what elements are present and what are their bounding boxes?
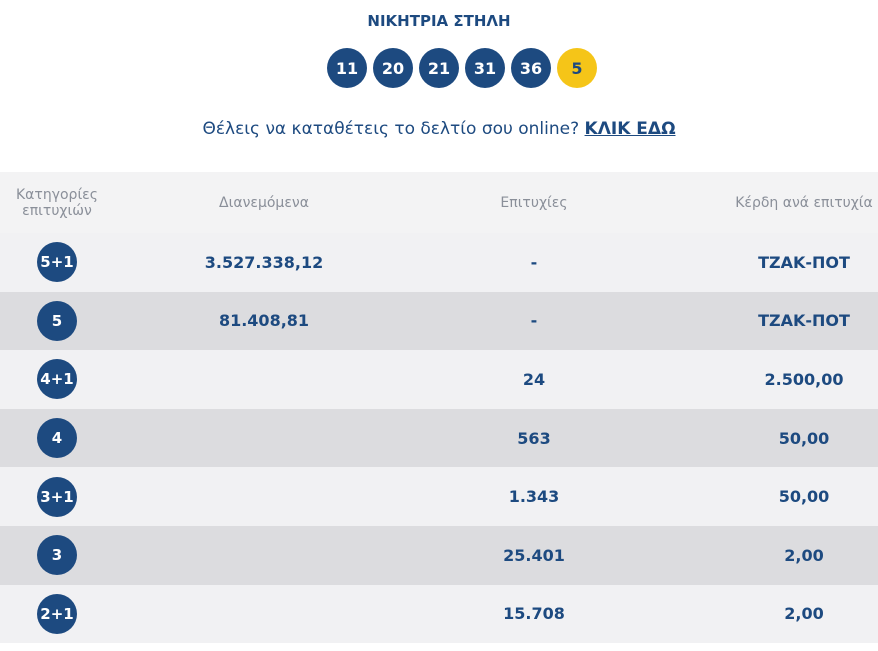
distributed: 81.408,81 bbox=[218, 311, 310, 331]
number-ball: 11 bbox=[327, 48, 367, 88]
column-header: Κέρδη ανά επιτυχία bbox=[735, 194, 873, 211]
category-badge: 4+1 bbox=[37, 359, 77, 400]
category-cell: 4+1 bbox=[37, 350, 77, 409]
category-badge: 5 bbox=[37, 300, 77, 341]
category-badge: 2+1 bbox=[37, 593, 77, 634]
table-row: 4+1 24 2.500,00 bbox=[0, 350, 878, 409]
category-cell: 4 bbox=[37, 409, 77, 468]
category-cell: 5+1 bbox=[37, 233, 77, 292]
category-cell: 5 bbox=[37, 292, 77, 351]
category-cell: 3 bbox=[37, 526, 77, 585]
prize: ΤΖΑΚ-ΠΟΤ bbox=[758, 311, 850, 331]
table-row: 3+1 1.343 50,00 bbox=[0, 467, 878, 526]
prize: 50,00 bbox=[778, 487, 830, 507]
title: ΝΙΚΗΤΡΙΑ ΣΤΗΛΗ bbox=[367, 12, 511, 30]
winners: - bbox=[530, 252, 538, 272]
prompt-text: Θέλεις να καταθέτεις το δελτίο σου onlin… bbox=[202, 119, 580, 139]
category-cell: 2+1 bbox=[37, 585, 77, 644]
table-row: 3 25.401 2,00 bbox=[0, 526, 878, 585]
prompt: Θέλεις να καταθέτεις το δελτίο σου onlin… bbox=[0, 119, 878, 139]
prize: 2,00 bbox=[784, 604, 824, 624]
number-ball: 31 bbox=[465, 48, 505, 88]
number-ball: 20 bbox=[373, 48, 413, 88]
number-ball: 21 bbox=[419, 48, 459, 88]
category-badge: 3+1 bbox=[37, 476, 77, 517]
table-row: 5+1 3.527.338,12 - ΤΖΑΚ-ΠΟΤ bbox=[0, 233, 878, 292]
winners: - bbox=[530, 311, 538, 331]
winners: 15.708 bbox=[503, 604, 565, 624]
column-header: Επιτυχίες bbox=[500, 194, 568, 211]
column-header: Διανεμόμενα bbox=[219, 194, 309, 211]
winners: 1.343 bbox=[508, 487, 560, 507]
prize: 50,00 bbox=[778, 428, 830, 448]
bonus-ball: 5 bbox=[557, 48, 597, 88]
category-badge: 5+1 bbox=[37, 242, 77, 283]
table-row: 4 563 50,00 bbox=[0, 408, 878, 468]
distributed: 3.527.338,12 bbox=[204, 252, 324, 272]
prize: 2.500,00 bbox=[764, 369, 844, 389]
category-cell: 3+1 bbox=[37, 467, 77, 526]
table-row: 2+1 15.708 2,00 bbox=[0, 584, 878, 644]
prize: 2,00 bbox=[784, 545, 824, 565]
link[interactable]: ΚΛΙΚ ΕΔΩ bbox=[584, 119, 676, 139]
winners: 24 bbox=[522, 369, 546, 389]
number-ball: 36 bbox=[511, 48, 551, 88]
header-row: Κατηγορίες επιτυχιών Διανεμόμενα Επιτυχίες… bbox=[0, 172, 878, 233]
winners: 563 bbox=[517, 428, 551, 448]
column-header: Κατηγορίες επιτυχιών bbox=[16, 186, 98, 219]
table-row: 5 81.408,81 - ΤΖΑΚ-ΠΟΤ bbox=[0, 291, 878, 351]
winners: 25.401 bbox=[503, 545, 565, 565]
category-badge: 3 bbox=[37, 535, 77, 576]
prize: ΤΖΑΚ-ΠΟΤ bbox=[758, 252, 850, 272]
category-badge: 4 bbox=[37, 418, 77, 459]
